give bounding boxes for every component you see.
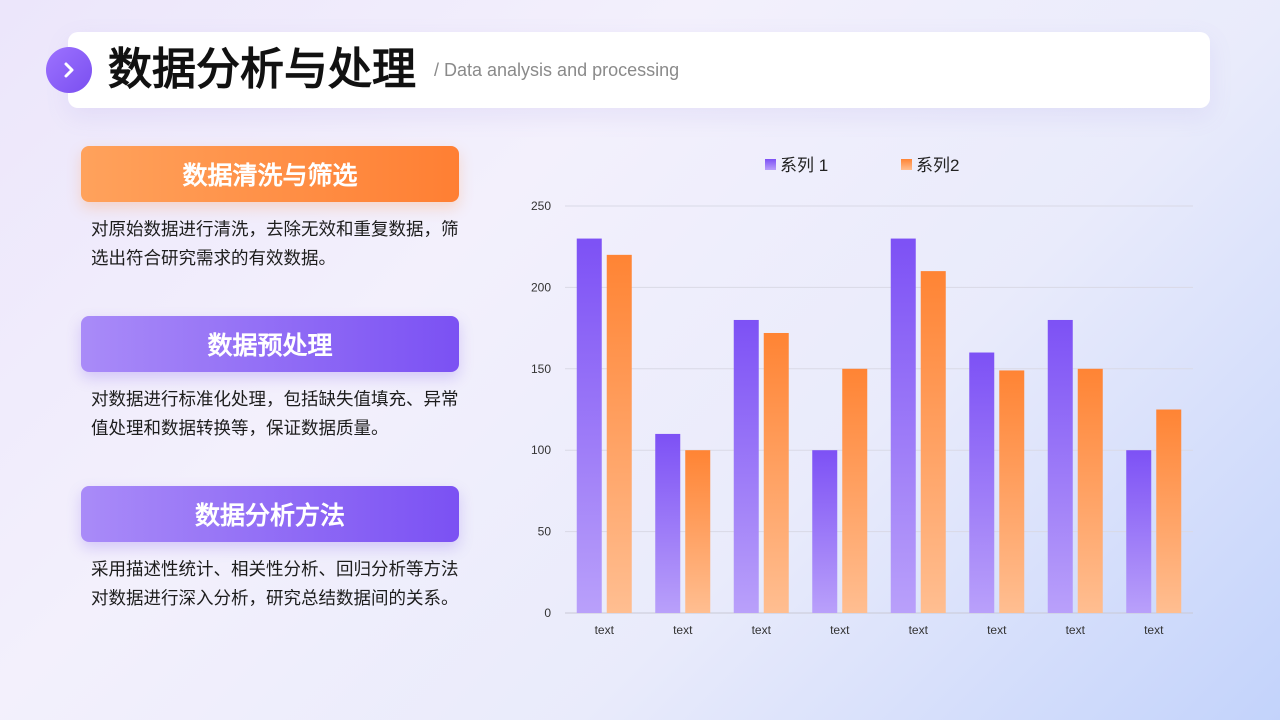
section-title-methods: 数据分析方法 xyxy=(81,486,459,542)
bar-series2 xyxy=(1077,368,1103,613)
y-tick-label: 100 xyxy=(531,443,551,457)
legend-label: 系列2 xyxy=(916,156,959,175)
header-bar: 数据分析与处理 / Data analysis and processing xyxy=(46,32,1210,108)
bar-series1 xyxy=(655,433,681,613)
bar-series1 xyxy=(1047,319,1073,613)
bar-series1 xyxy=(890,238,916,613)
page-subtitle: / Data analysis and processing xyxy=(434,60,680,80)
bar-series2 xyxy=(685,450,711,613)
section-body-preprocessing: 对数据进行标准化处理，包括缺失值填充、异常值处理和数据转换等，保证数据质量。 xyxy=(91,390,459,439)
x-tick-label: text xyxy=(1066,623,1086,637)
x-tick-label: text xyxy=(830,623,850,637)
x-tick-label: text xyxy=(909,623,929,637)
x-tick-label: text xyxy=(673,623,693,637)
bar-series1 xyxy=(812,450,838,613)
y-tick-label: 50 xyxy=(538,525,552,539)
bar-series2 xyxy=(606,254,632,613)
bar-series1 xyxy=(1126,450,1152,613)
legend-label: 系列 1 xyxy=(780,156,828,175)
section-body-methods: 采用描述性统计、相关性分析、回归分析等方法对数据进行深入分析，研究总结数据间的关… xyxy=(91,560,459,609)
legend-swatch xyxy=(901,159,912,170)
section-title-preprocessing: 数据预处理 xyxy=(81,316,459,372)
bar-series1 xyxy=(576,238,602,613)
y-tick-label: 150 xyxy=(531,362,551,376)
x-tick-label: text xyxy=(752,623,772,637)
y-tick-label: 200 xyxy=(531,280,551,294)
bar-chart: 0 50 100 150 200 250 text text text text text text t… xyxy=(531,156,1193,637)
y-tick-label: 0 xyxy=(544,606,551,620)
section-body-cleaning: 对原始数据进行清洗，去除无效和重复数据，筛选出符合研究需求的有效数据。 xyxy=(91,220,459,269)
y-tick-label: 250 xyxy=(531,199,551,213)
bar-series1 xyxy=(733,319,759,613)
x-tick-label: text xyxy=(595,623,615,637)
section-title-cleaning: 数据清洗与筛选 xyxy=(81,146,459,202)
bar-series1 xyxy=(969,352,995,613)
bar-series2 xyxy=(763,332,789,613)
legend-swatch xyxy=(765,159,776,170)
bar-series2 xyxy=(920,271,946,613)
bar-series2 xyxy=(999,370,1025,613)
chevron-right-icon xyxy=(46,47,92,93)
x-tick-label: text xyxy=(987,623,1007,637)
x-tick-label: text xyxy=(1144,623,1164,637)
bar-series2 xyxy=(1156,409,1182,613)
bar-series2 xyxy=(842,368,868,613)
page-title: 数据分析与处理 xyxy=(108,44,416,95)
